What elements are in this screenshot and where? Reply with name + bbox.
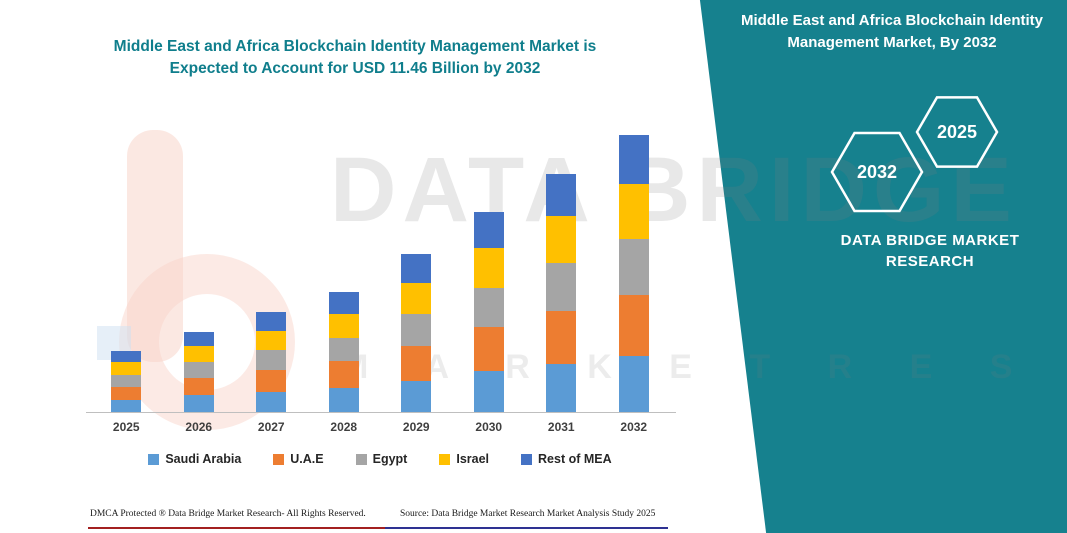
x-axis-label-2032: 2032 [620,420,648,434]
hexagon-front-year: 2025 [937,122,977,142]
bar-segment-israel [546,216,577,264]
bar-segment-rest-of-mea [401,254,432,283]
hexagon-2025-icon: 2025 [915,96,999,168]
legend-item-rest-of-mea: Rest of MEA [521,452,612,466]
brand-line2: RESEARCH [885,253,975,270]
x-axis-label-2026: 2026 [185,420,213,434]
bar-segment-saudi-arabia [111,399,142,412]
x-axis-label-2027: 2027 [257,420,285,434]
watermark-brand-text: DATA BRIDGE [330,139,1018,241]
bar-segment-rest-of-mea [546,174,577,217]
legend-swatch-icon [273,453,285,465]
bar-segment-egypt [401,314,432,346]
bar-segment-u-a-e [183,377,214,396]
stacked-bar-2032 [618,135,649,412]
bar-segment-egypt [328,338,359,362]
chart-legend: Saudi Arabia U.A.E Egypt Israel Rest of MEA [95,452,665,466]
stacked-bar-2026 [183,332,214,412]
bar-segment-saudi-arabia [401,380,432,412]
stacked-bar-2031 [546,174,577,412]
bar-segment-saudi-arabia [618,356,649,412]
legend-swatch-icon [521,453,533,465]
bar-segment-israel [401,282,432,315]
legend-label: Saudi Arabia [165,452,242,466]
x-axis-line [86,412,676,413]
bar-segment-rest-of-mea [328,291,359,315]
legend-label: Rest of MEA [538,452,612,466]
stacked-bar-2029 [401,254,432,412]
bar-segment-u-a-e [618,294,649,357]
bar-segment-u-a-e [111,386,142,400]
bar-segment-israel [256,330,287,351]
bar-segment-saudi-arabia [328,387,359,412]
x-axis-label-2025: 2025 [112,420,140,434]
brand-name: DATA BRIDGE MARKET RESEARCH [790,230,1067,272]
bar-segment-israel [473,247,504,288]
x-axis-label-2030: 2030 [475,420,503,434]
bar-segment-rest-of-mea [256,312,287,331]
bar-segment-u-a-e [546,310,577,364]
bar-segment-u-a-e [256,369,287,392]
legend-label: U.A.E [290,452,324,466]
plot-area: 2025 2026 2027 2028 2029 2030 2031 2032 [86,100,676,434]
bar-segment-u-a-e [328,361,359,388]
brand-line1: DATA BRIDGE MARKET [840,232,1020,249]
legend-label: Israel [456,452,490,466]
bar-segment-egypt [183,362,214,378]
legend-item-saudi-arabia: Saudi Arabia [148,452,241,466]
stacked-bar-2028 [328,291,359,412]
chart-title-line1: Middle East and Africa Blockchain Identi… [113,38,597,55]
bar-segment-egypt [473,287,504,328]
bar-segment-saudi-arabia [183,395,214,412]
legend-item-egypt: Egypt [355,452,408,466]
hexagon-2032-icon: 2032 [830,131,924,213]
bar-segment-u-a-e [401,345,432,381]
bar-segment-saudi-arabia [256,391,287,412]
legend-swatch-icon [355,453,367,465]
bar-segment-israel [183,346,214,363]
legend-swatch-icon [148,453,160,465]
chart-title: Middle East and Africa Blockchain Identi… [60,36,650,81]
x-axis-label-2028: 2028 [330,420,358,434]
footer-divider-red [88,527,385,529]
bar-segment-israel [111,362,142,375]
x-axis-label-2031: 2031 [547,420,575,434]
bar-segment-rest-of-mea [111,351,142,363]
x-axis-label-2029: 2029 [402,420,430,434]
bar-segment-u-a-e [473,327,504,371]
bar-segment-saudi-arabia [546,363,577,412]
legend-item-israel: Israel [439,452,489,466]
bar-segment-egypt [111,374,142,387]
year-hexagons: 2032 2025 [830,96,999,213]
chart-title-line2: Expected to Account for USD 11.46 Billio… [169,60,541,78]
bar-segment-rest-of-mea [618,135,649,184]
footer-source-text: Source: Data Bridge Market Research Mark… [400,509,656,519]
bar-segment-egypt [618,239,649,295]
footer-divider-blue [385,527,668,529]
footer-dmca-text: DMCA Protected ® Data Bridge Market Rese… [90,509,366,519]
legend-swatch-icon [439,453,451,465]
bar-segment-israel [328,314,359,339]
bar-segment-egypt [546,263,577,311]
legend-label: Egypt [372,452,408,466]
bar-segment-rest-of-mea [183,332,214,347]
bar-segment-israel [618,183,649,240]
bar-segment-egypt [256,350,287,370]
bar-segment-rest-of-mea [473,212,504,248]
stacked-bar-2030 [473,212,504,412]
stacked-bar-2027 [256,312,287,412]
stacked-bar-2025 [111,351,142,412]
watermark-subtext: M A R K E T R E S E A R C H [340,348,1067,386]
side-panel-title: Middle East and Africa Blockchain Identi… [740,12,1043,51]
bar-segment-saudi-arabia [473,370,504,412]
hexagon-back-year: 2032 [857,162,897,182]
legend-item-u-a-e: U.A.E [273,452,324,466]
